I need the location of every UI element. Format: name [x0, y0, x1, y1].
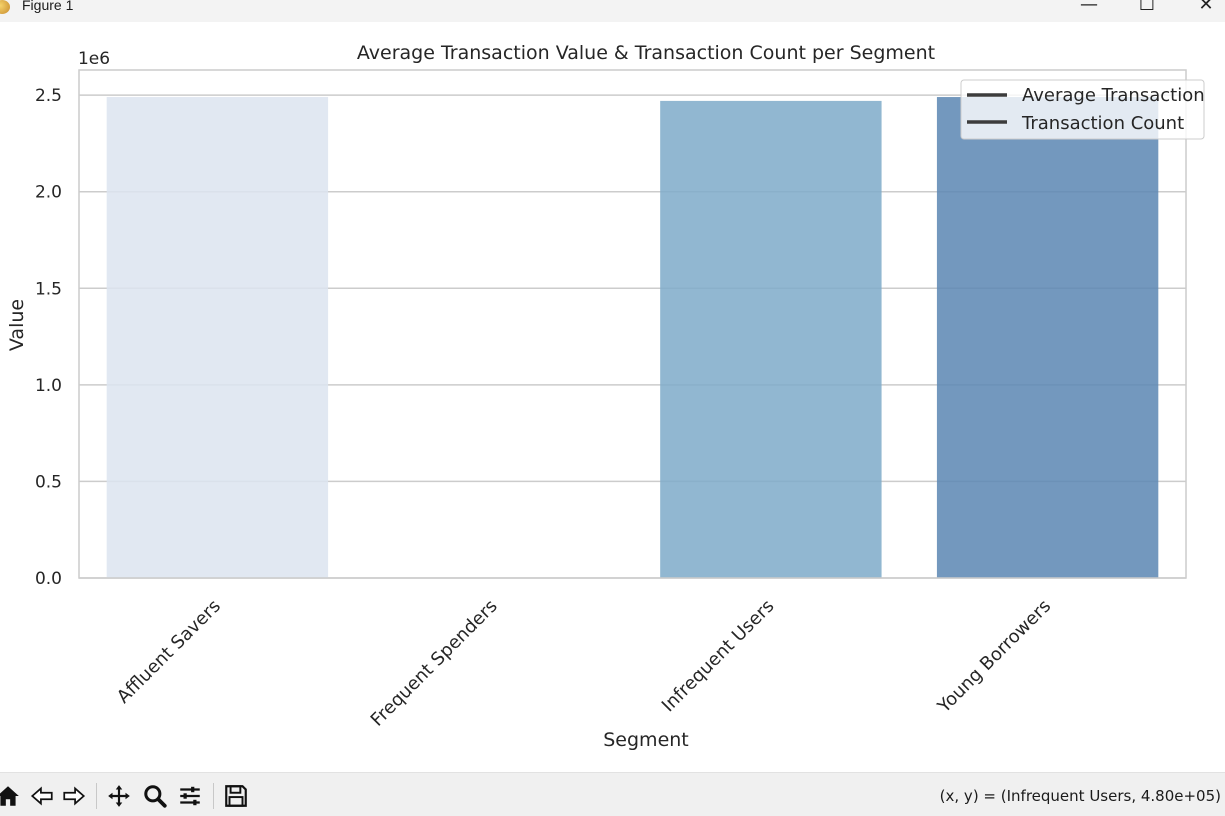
x-tick-label: Frequent Spenders	[367, 596, 502, 731]
toolbar-separator	[213, 783, 214, 809]
y-tick-label: 1.5	[35, 279, 62, 299]
navigation-toolbar: (x, y) = (Infrequent Users, 4.80e+05)	[0, 772, 1225, 816]
legend-label-transaction-count: Transaction Count	[1021, 113, 1184, 134]
save-floppy-icon[interactable]	[222, 782, 250, 810]
legend: Average Transaction Transaction Count	[960, 79, 1205, 140]
bar-affluent-savers	[106, 97, 329, 579]
cursor-coordinates-readout: (x, y) = (Infrequent Users, 4.80e+05)	[939, 787, 1221, 805]
legend-box	[960, 79, 1205, 140]
x-axis-label: Segment	[603, 729, 689, 751]
bar-chart: 0.0 0.5 1.0 1.5 2.0 2.5 Affluent Savers Freque…	[6, 42, 1205, 751]
axis-offset-label: 1e6	[78, 49, 110, 69]
x-tick-label: Infrequent Users	[658, 596, 779, 717]
y-axis-label: Value	[6, 299, 28, 351]
legend-label-average-transaction: Average Transaction	[1022, 85, 1205, 106]
pan-move-icon[interactable]	[105, 782, 133, 810]
figure-canvas[interactable]: 0.0 0.5 1.0 1.5 2.0 2.5 Affluent Savers Freque…	[0, 22, 1225, 772]
x-tick-label: Young Borrowers	[933, 596, 1055, 718]
home-icon[interactable]	[0, 782, 22, 810]
matplotlib-app-icon	[0, 0, 10, 14]
y-tick-label: 2.0	[35, 183, 62, 203]
bar-young-borrowers	[936, 97, 1159, 579]
bar-infrequent-users	[660, 100, 882, 579]
y-tick-label: 1.0	[35, 376, 62, 396]
back-arrow-icon[interactable]	[28, 782, 56, 810]
chart-title: Average Transaction Value & Transaction …	[357, 42, 935, 64]
y-tick-label: 0.0	[35, 569, 62, 589]
window-titlebar: Figure 1 — ☐ ✕	[0, 0, 1225, 23]
y-tick-label: 0.5	[35, 472, 62, 492]
plot-frame	[78, 69, 1187, 579]
minimize-button[interactable]: —	[1080, 0, 1098, 15]
maximize-button[interactable]: ☐	[1138, 0, 1156, 15]
zoom-magnifier-icon[interactable]	[141, 782, 169, 810]
forward-arrow-icon[interactable]	[60, 782, 88, 810]
configure-subplots-icon[interactable]	[176, 782, 204, 810]
x-tick-labels: Affluent Savers Frequent Spenders Infreque…	[113, 596, 1055, 731]
toolbar-separator	[96, 783, 97, 809]
y-tick-labels: 0.0 0.5 1.0 1.5 2.0 2.5	[35, 86, 62, 589]
bars	[106, 97, 1159, 579]
y-tick-label: 2.5	[35, 86, 62, 106]
x-tick-label: Affluent Savers	[113, 596, 225, 708]
close-button[interactable]: ✕	[1198, 0, 1214, 15]
window-title: Figure 1	[22, 0, 74, 13]
